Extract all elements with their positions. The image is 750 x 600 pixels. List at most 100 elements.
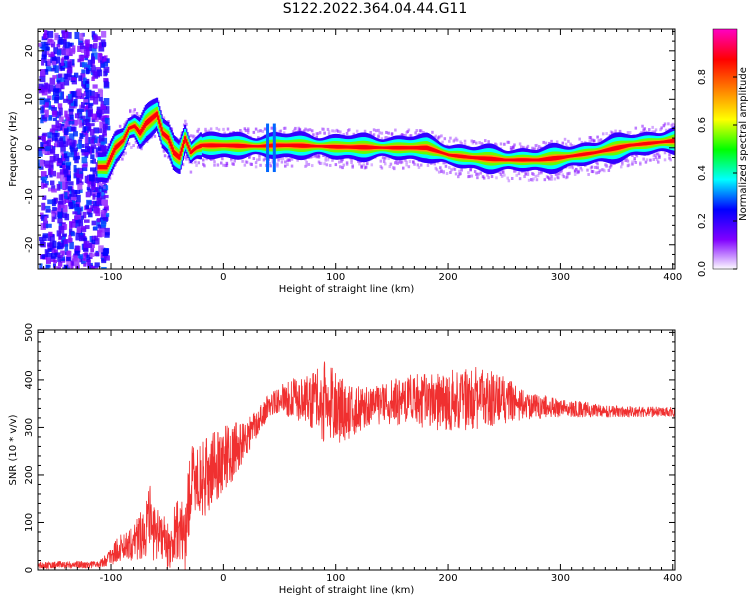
spectrogram-cell	[627, 143, 631, 147]
spectrogram-cell	[325, 145, 328, 148]
spectrogram-cell	[102, 217, 109, 221]
spectrogram-cell	[172, 150, 176, 156]
spectrogram-cell	[87, 104, 93, 109]
spectrogram-cell	[164, 133, 168, 139]
spectrogram-cell	[41, 176, 48, 181]
spectrogram-cell	[550, 139, 553, 143]
spectrogram-cell	[364, 145, 368, 150]
spectrogram-cell	[57, 139, 64, 148]
spectrogram-cell	[628, 131, 632, 135]
spectrogram-cell	[80, 225, 86, 230]
spectrogram-cell	[302, 143, 305, 148]
spectrogram-cell	[45, 66, 52, 72]
spectrogram-cell	[560, 155, 563, 160]
spectrogram-cell	[497, 157, 500, 162]
spectrogram-cell	[91, 31, 96, 38]
spectrogram-cell	[546, 175, 550, 179]
spectrogram-cell	[217, 143, 220, 148]
spectrogram-cell	[85, 191, 91, 198]
spectrogram-cell	[575, 153, 578, 157]
spectrogram-cell	[509, 158, 513, 162]
spectrogram-cell	[259, 144, 262, 148]
spectrogram-cell	[391, 146, 395, 150]
spectrogram-cell	[435, 149, 438, 153]
spectrogram-cell	[93, 205, 100, 214]
spectrogram-cell	[409, 146, 413, 150]
spectrogram-cell	[334, 163, 338, 167]
spectrogram-cell	[254, 165, 258, 169]
spectrogram-cell	[189, 170, 193, 174]
spectrogram-cell	[404, 158, 407, 162]
spectrogram-cell	[645, 158, 649, 162]
spectrogram-cell	[434, 149, 437, 153]
spectrogram-cell	[162, 149, 166, 153]
spectrogram-cell	[341, 158, 344, 162]
spectrogram-cell	[58, 107, 63, 116]
spectrogram-cell	[46, 139, 51, 147]
spectrogram-cell	[78, 120, 83, 128]
spectrogram-cell	[167, 120, 170, 124]
spectrogram-cell	[518, 158, 522, 162]
spectrogram-cell	[616, 145, 619, 150]
spectrogram-cell	[103, 80, 109, 88]
spectrogram-cell	[333, 144, 336, 149]
spectrogram-cell	[51, 199, 56, 207]
spectrogram-cell	[457, 154, 460, 158]
spectrogram-cell	[68, 152, 75, 158]
spectrogram-cell	[339, 165, 342, 169]
spectrogram-cell	[76, 173, 83, 178]
spectrogram-cell	[58, 181, 65, 190]
spectrogram-cell	[74, 31, 80, 40]
spectrogram-cell	[660, 126, 663, 130]
spectrogram-cell	[93, 43, 98, 49]
spectrogram-cell	[253, 145, 256, 148]
spectrogram-cell	[369, 145, 372, 150]
spectrogram-cell	[450, 153, 453, 157]
spectrogram-cell	[232, 162, 235, 166]
spectrogram-cell	[126, 129, 129, 133]
spectrogram-cell	[493, 157, 496, 162]
spectrogram-cell	[382, 160, 386, 164]
spectrogram-cell	[107, 160, 110, 165]
spectrogram-cell	[585, 152, 588, 156]
spectrogram-cell	[586, 168, 589, 172]
spectrogram-cell	[217, 128, 221, 132]
spectrogram-cell	[281, 143, 284, 148]
spectrogram-cell	[96, 218, 100, 227]
spectrogram-cell	[368, 145, 371, 150]
spectrogram-cell	[612, 146, 615, 151]
spectrogram-cell	[120, 140, 123, 145]
spectrogram-cell	[428, 146, 432, 151]
spectrogram-cell	[339, 130, 342, 134]
spectrogram-cell	[654, 128, 658, 132]
spectrogram-cell	[38, 86, 45, 94]
spectrogram-cell	[324, 145, 327, 148]
spectrogram-cell	[311, 129, 314, 133]
spectrogram-cell	[47, 199, 53, 205]
spectrogram-cell	[333, 129, 336, 133]
spectrogram-cell	[84, 45, 90, 51]
spectrogram-cell	[543, 157, 546, 162]
spectrogram-cell	[245, 160, 249, 164]
spectrogram-cell	[250, 144, 253, 148]
spectrogram-cell	[47, 95, 52, 100]
spectrogram-cell	[76, 88, 82, 97]
spectrogram-cell	[185, 157, 188, 161]
spectrogram-cell	[43, 30, 48, 37]
spectrogram-cell	[269, 164, 272, 168]
spectrogram-cell	[634, 161, 638, 165]
spectrogram-cell	[106, 179, 110, 183]
spectrogram-cell	[203, 143, 206, 148]
spectrogram-cell	[40, 106, 44, 114]
spectrogram-cell	[384, 146, 387, 149]
spectrogram-cell	[495, 157, 498, 162]
spectrogram-cell	[580, 152, 583, 157]
spectrogram-cell	[658, 154, 661, 158]
spectrogram-cell	[80, 101, 85, 108]
spectrogram-cell	[644, 141, 647, 146]
spectrogram-cell	[105, 58, 110, 63]
spectrogram-cell	[514, 169, 517, 173]
spectrogram-cell	[453, 138, 457, 142]
spectrogram-cell	[298, 143, 301, 148]
spectrogram-cell	[240, 130, 243, 134]
